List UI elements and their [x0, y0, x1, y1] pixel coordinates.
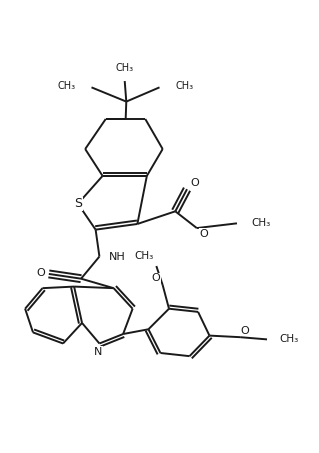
Text: CH₃: CH₃: [175, 81, 193, 91]
Text: CH₃: CH₃: [251, 218, 271, 228]
Text: CH₃: CH₃: [57, 81, 76, 91]
Text: O: O: [190, 178, 199, 188]
Text: CH₃: CH₃: [134, 251, 153, 261]
Text: N: N: [94, 347, 102, 357]
Text: CH₃: CH₃: [280, 334, 299, 344]
Text: S: S: [74, 197, 82, 210]
Text: O: O: [36, 268, 45, 278]
Text: CH₃: CH₃: [116, 63, 134, 73]
Text: O: O: [152, 274, 160, 284]
Text: O: O: [199, 229, 208, 239]
Text: O: O: [240, 326, 249, 336]
Text: NH: NH: [109, 251, 126, 261]
